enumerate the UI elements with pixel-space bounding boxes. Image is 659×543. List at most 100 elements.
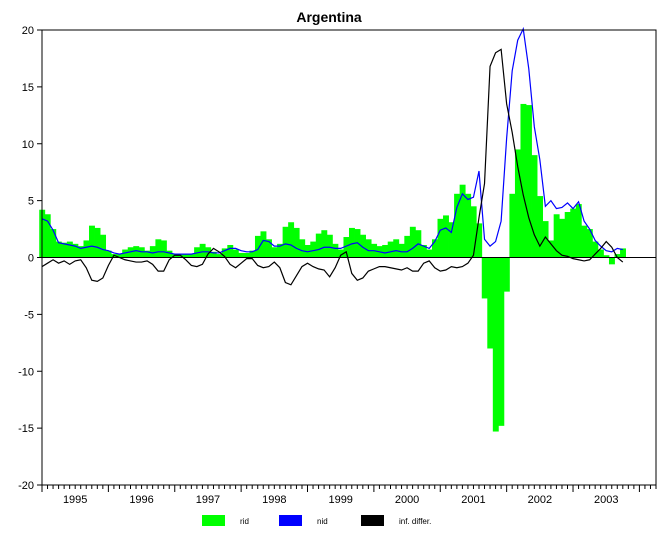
rid-bar — [437, 218, 444, 258]
rid-bar — [199, 243, 206, 258]
rid-bar — [332, 243, 339, 258]
rid-bar — [597, 249, 604, 258]
rid-bar — [260, 231, 267, 258]
rid-bar — [315, 233, 322, 258]
rid-bar — [592, 241, 599, 258]
rid-bar — [216, 254, 223, 258]
rid-bar — [210, 251, 217, 258]
x-tick-label: 1998 — [262, 494, 286, 506]
rid-bar — [487, 257, 494, 349]
rid-bar — [470, 206, 477, 258]
rid-bar — [55, 241, 62, 258]
rid-bar — [326, 234, 333, 258]
y-tick-label: 20 — [22, 25, 34, 37]
rid-bar — [144, 250, 151, 258]
x-tick-label: 2002 — [528, 494, 552, 506]
x-tick-label: 2001 — [461, 494, 485, 506]
rid-bar — [476, 223, 483, 258]
rid-bar — [149, 246, 156, 258]
rid-bar — [498, 257, 505, 426]
rid-bar — [382, 244, 389, 258]
rid-bar — [559, 218, 566, 258]
rid-bar — [337, 249, 344, 258]
rid-bar — [537, 196, 543, 258]
rid-bar — [520, 103, 527, 258]
rid-bar — [77, 246, 84, 258]
rid-bar — [448, 222, 455, 258]
rid-bar — [548, 240, 555, 258]
rid-bar — [608, 257, 615, 265]
rid-bar — [614, 254, 621, 258]
rid-bar — [603, 255, 610, 258]
rid-bar — [66, 241, 73, 258]
legend-swatch — [361, 515, 384, 526]
rid-bar — [100, 234, 107, 258]
rid-bar — [459, 184, 466, 258]
rid-bar — [454, 193, 461, 258]
rid-bar — [221, 248, 228, 258]
x-tick-label: 1995 — [63, 494, 87, 506]
legend-label: nid — [317, 517, 328, 526]
inf-differ-series-line — [41, 48, 624, 286]
legend-swatch — [279, 515, 302, 526]
rid-bar — [44, 214, 51, 258]
rid-bar — [72, 243, 79, 258]
rid-bar — [509, 193, 516, 258]
rid-bar — [526, 105, 532, 258]
rid-bar — [155, 239, 162, 258]
rid-bar — [293, 227, 300, 258]
rid-bar — [420, 244, 427, 258]
rid-bar — [254, 235, 261, 258]
x-tick-label: 1999 — [328, 494, 352, 506]
nid-series-line — [41, 26, 623, 255]
rid-bar — [321, 230, 328, 258]
rid-bar — [83, 240, 90, 258]
rid-bar — [166, 250, 173, 258]
rid-bar — [426, 249, 433, 258]
line-series-group — [41, 26, 624, 286]
rid-bar — [232, 249, 239, 258]
rid-bar — [481, 257, 488, 299]
rid-bar — [570, 208, 577, 258]
rid-bar — [503, 257, 510, 292]
y-tick-label: -10 — [18, 366, 34, 378]
rid-bar — [94, 227, 101, 258]
rid-bar — [249, 250, 256, 258]
rid-bar — [160, 240, 167, 258]
y-tick-label: -20 — [18, 480, 34, 492]
rid-bar — [271, 247, 278, 258]
rid-bar — [492, 257, 499, 432]
rid-bar — [50, 229, 57, 258]
rid-bar — [133, 246, 140, 258]
rid-bar — [531, 155, 538, 258]
rid-bar — [553, 214, 560, 258]
y-tick-label: 15 — [22, 82, 34, 94]
rid-bar — [620, 248, 626, 258]
rid-bar — [343, 237, 350, 258]
rid-bar — [542, 221, 549, 258]
rid-bar — [266, 239, 272, 258]
legend-label: inf. differ. — [399, 517, 431, 526]
rid-bar — [243, 252, 250, 258]
x-tick-label: 2000 — [395, 494, 419, 506]
rid-bar — [299, 239, 306, 258]
rid-bar — [183, 254, 189, 258]
rid-bar — [398, 243, 405, 258]
rid-bar — [365, 239, 372, 258]
rid-bar — [514, 149, 521, 258]
x-tick-label: 2003 — [594, 494, 618, 506]
rid-bar — [238, 252, 245, 258]
rid-bar — [277, 243, 284, 258]
rid-bar — [188, 254, 195, 258]
rid-bar — [575, 204, 582, 258]
rid-bar — [564, 212, 571, 258]
chart-title: Argentina — [296, 9, 362, 25]
rid-bar — [310, 241, 317, 258]
rid-bar — [443, 215, 449, 258]
legend: rid nid inf. differ. — [202, 515, 431, 526]
rid-bar — [393, 239, 400, 258]
x-tick-label: 1997 — [196, 494, 220, 506]
